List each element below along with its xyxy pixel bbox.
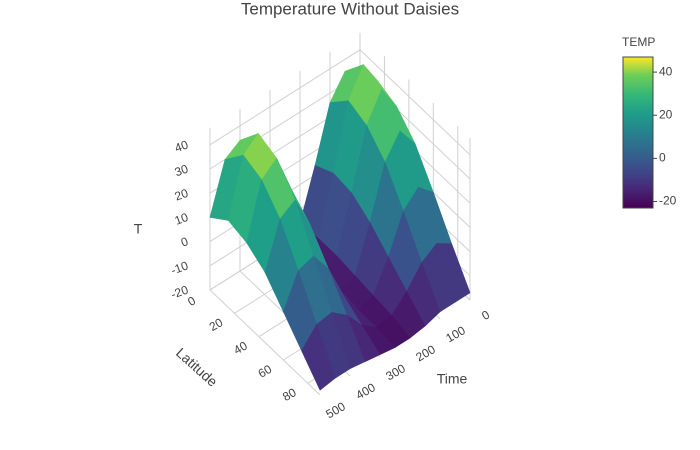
- y-tick-label: 20: [207, 315, 226, 334]
- y-tick-label: 80: [280, 385, 299, 404]
- y-axis-title: Latitude: [173, 344, 221, 389]
- x-tick-label: 500: [323, 399, 348, 421]
- x-tick-label: 0: [479, 307, 492, 323]
- z-tick-label: -10: [169, 258, 190, 277]
- z-tick-label: 0: [179, 234, 190, 250]
- colorbar-tick-label: 0: [659, 151, 666, 165]
- z-tick-label: -20: [169, 283, 190, 302]
- z-tick-label: 10: [173, 210, 191, 228]
- grid-line: [359, 49, 471, 156]
- colorbar-title: TEMP: [622, 35, 655, 49]
- z-axis-title: T: [134, 221, 143, 237]
- chart-title: Temperature Without Daisies: [241, 0, 459, 18]
- grid-line: [209, 49, 361, 146]
- y-tick-label: 40: [231, 338, 250, 357]
- x-tick-label: 100: [443, 323, 468, 345]
- z-tick-label: 30: [173, 162, 191, 180]
- y-tick-label: 60: [256, 362, 275, 381]
- colorbar-tick-label: 40: [659, 64, 673, 78]
- grid-line: [209, 289, 321, 396]
- colorbar: [622, 56, 654, 209]
- x-tick-label: 400: [353, 380, 378, 402]
- surface-patch: [301, 323, 336, 391]
- z-tick-label: 40: [173, 137, 191, 155]
- colorbar-tick-label: -20: [659, 194, 677, 208]
- x-tick-label: 200: [413, 342, 438, 364]
- x-axis-title: Time: [437, 371, 468, 387]
- colorbar-tick-label: 20: [659, 107, 673, 121]
- z-tick-label: 20: [173, 186, 191, 204]
- x-tick-label: 300: [383, 361, 408, 383]
